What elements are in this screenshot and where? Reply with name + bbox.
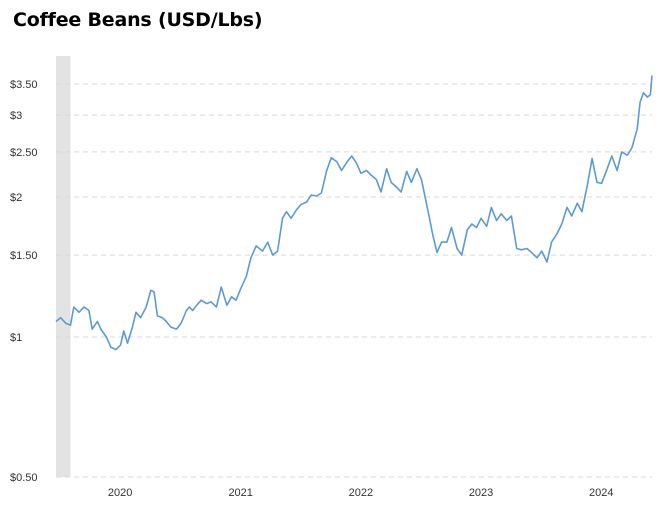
shaded-period [56,56,71,477]
x-tick-label: 2023 [469,487,493,499]
y-tick-label: $2.50 [10,147,38,159]
chart-title: Coffee Beans (USD/Lbs) [13,9,263,31]
y-tick-label: $2 [10,192,22,204]
x-tick-label: 2022 [349,487,373,499]
x-axis-ticks: 2020 2021 2022 2023 2024 [108,487,614,499]
gridlines [56,83,652,478]
series-line [55,75,653,351]
series-layer [55,75,653,351]
y-tick-label: $1.50 [10,250,38,262]
y-tick-label: $3.50 [10,79,38,91]
y-tick-label: $1 [10,332,22,344]
x-tick-label: 2021 [228,487,252,499]
y-axis-ticks: $0.50 $1 $1.50 $2 $2.50 $3 $3.50 [10,79,38,484]
x-tick-label: 2024 [589,487,613,499]
x-tick-label: 2020 [108,487,132,499]
shaded-period-layer [56,56,71,477]
y-tick-label: $3 [10,110,22,122]
y-tick-label: $0.50 [10,472,38,484]
